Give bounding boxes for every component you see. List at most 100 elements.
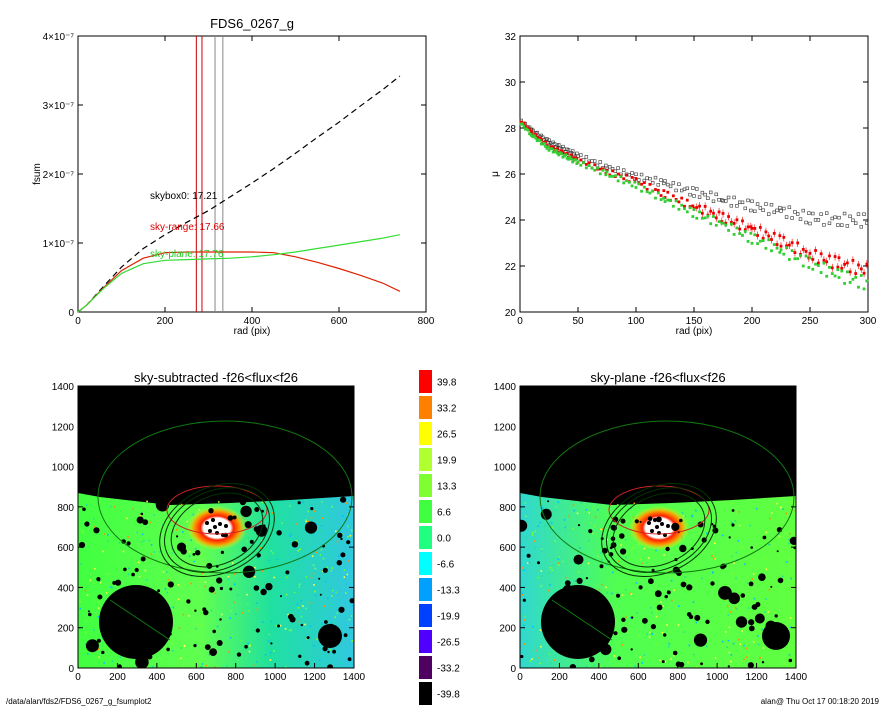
noise-pixel (307, 510, 309, 513)
noise-pixel (537, 525, 539, 528)
noise-pixel (568, 515, 570, 518)
noise-pixel (218, 501, 220, 503)
noise-pixel (650, 607, 652, 609)
star-mask (297, 501, 301, 505)
noise-pixel (290, 629, 292, 632)
star-mask (789, 536, 796, 545)
noise-pixel (214, 666, 216, 668)
star-mask (192, 553, 196, 556)
noise-pixel (298, 620, 301, 623)
noise-pixel (302, 605, 304, 607)
colorbar-swatch (419, 448, 432, 471)
noise-pixel (732, 642, 735, 645)
mu-point (581, 158, 586, 162)
mu-point (775, 246, 779, 250)
noise-pixel (738, 524, 741, 527)
star-mask (585, 577, 589, 580)
mu-point (695, 216, 699, 220)
noise-pixel (312, 572, 315, 575)
noise-pixel (141, 533, 144, 536)
mu-point (787, 258, 791, 261)
noise-pixel (525, 536, 527, 539)
core-mask (205, 521, 209, 525)
mu-point (663, 200, 667, 203)
noise-pixel (794, 509, 796, 512)
noise-pixel (300, 615, 303, 618)
mu-ytick-label: 26 (505, 170, 517, 181)
mu-xtick-label: 100 (628, 316, 645, 327)
star-mask (697, 521, 704, 528)
mu-point (560, 149, 563, 153)
mu-point (819, 271, 823, 274)
noise-pixel (226, 665, 228, 667)
noise-pixel (305, 576, 308, 578)
noise-pixel (670, 579, 673, 582)
noise-pixel (687, 661, 689, 664)
noise-pixel (712, 571, 714, 573)
noise-pixel (663, 557, 665, 559)
star-mask (85, 639, 99, 653)
star-mask (101, 650, 105, 655)
noise-pixel (705, 532, 708, 535)
noise-pixel (794, 568, 796, 570)
noise-pixel (554, 506, 557, 508)
noise-pixel (678, 605, 680, 607)
noise-pixel (152, 666, 154, 668)
noise-pixel (645, 604, 647, 606)
mu-point (547, 148, 551, 152)
noise-pixel (348, 618, 351, 621)
mu-point (575, 162, 579, 165)
mu-point (807, 266, 811, 269)
star-mask (219, 618, 222, 621)
mu-point (688, 192, 692, 197)
noise-pixel (548, 653, 550, 655)
noise-pixel (248, 650, 251, 653)
mu-point (735, 204, 739, 208)
noise-pixel (80, 508, 82, 511)
mu-point (671, 204, 675, 208)
noise-pixel (247, 642, 249, 645)
noise-pixel (532, 626, 534, 628)
mu-point (808, 221, 812, 226)
mu-point (674, 199, 678, 203)
noise-pixel (273, 650, 275, 652)
noise-pixel (673, 654, 675, 657)
noise-pixel (237, 659, 240, 661)
noise-pixel (289, 535, 291, 537)
img2-xtick-label: 600 (630, 672, 647, 683)
noise-pixel (107, 534, 109, 536)
noise-pixel (197, 580, 199, 583)
noise-pixel (618, 560, 620, 563)
noise-pixel (311, 555, 314, 557)
noise-pixel (557, 501, 560, 503)
noise-pixel (343, 569, 346, 571)
star-mask (520, 654, 524, 659)
noise-pixel (648, 557, 650, 559)
noise-pixel (621, 594, 624, 596)
noise-pixel (296, 617, 298, 619)
noise-pixel (737, 540, 740, 542)
core-mask (218, 522, 222, 526)
annotation-sky-plane: sky-plane: 17.76 (150, 249, 224, 260)
fsum-series-2 (77, 234, 401, 313)
noise-pixel (536, 657, 539, 659)
noise-pixel (562, 560, 564, 563)
noise-pixel (134, 533, 137, 536)
fsum-xtick-label: 200 (157, 316, 174, 327)
mu-xtick-label: 300 (860, 316, 877, 327)
noise-pixel (104, 533, 106, 535)
noise-pixel (246, 603, 249, 606)
noise-pixel (167, 579, 170, 581)
noise-pixel (249, 645, 251, 647)
mu-point (804, 220, 808, 225)
noise-pixel (623, 625, 626, 628)
star-mask (349, 598, 354, 604)
noise-pixel (272, 552, 274, 555)
mu-point (630, 175, 634, 179)
noise-pixel (249, 644, 252, 646)
noise-pixel (319, 554, 322, 556)
noise-pixel (739, 595, 742, 598)
mu-point (590, 159, 594, 163)
noise-pixel (304, 623, 306, 626)
noise-pixel (261, 501, 264, 504)
